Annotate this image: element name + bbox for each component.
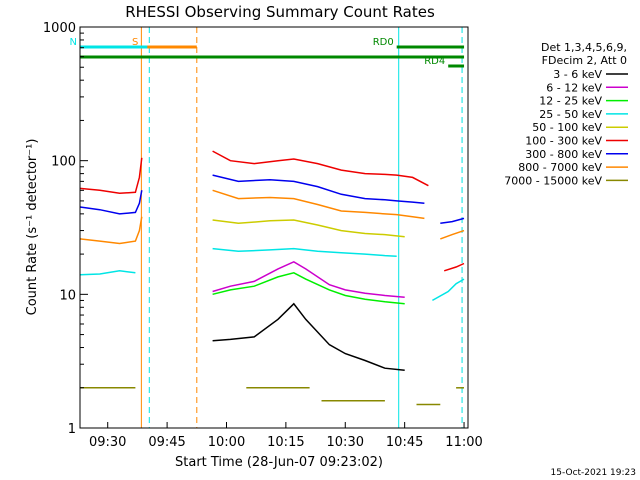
series-line-7-0 <box>79 216 143 245</box>
legend-label-3: 25 - 50 keV <box>539 108 602 121</box>
x-tick-label-1: 09:45 <box>148 435 185 450</box>
x-tick-label-4: 10:30 <box>327 435 364 450</box>
series-line-5-2 <box>443 262 465 272</box>
legend-label-8: 7000 - 15000 keV <box>504 174 602 187</box>
x-tick-label-6: 11:00 <box>445 435 482 450</box>
y-tick-label-2: 100 <box>51 155 76 170</box>
legend-label-1: 6 - 12 keV <box>546 81 602 94</box>
y-tick-label-1: 10 <box>59 288 76 303</box>
footer-timestamp: 15-Oct-2021 19:23 <box>551 468 636 478</box>
legend: Det 1,3,4,5,6,9, FDecim 2, Att 0 3 - 6 k… <box>504 41 628 187</box>
y-tick-label-0: 1 <box>68 422 76 437</box>
series-line-7-2 <box>440 229 465 240</box>
legend-label-7: 800 - 7000 keV <box>518 161 602 174</box>
series-line-3-1 <box>212 247 397 257</box>
series-line-3-0 <box>79 270 136 276</box>
series-line-5-0 <box>79 157 143 195</box>
legend-label-6: 300 - 800 keV <box>525 148 602 161</box>
x-axis-label: Start Time (28-Jun-07 09:23:02) <box>175 455 383 470</box>
x-tick-label-2: 10:00 <box>208 435 245 450</box>
legend-label-2: 12 - 25 keV <box>539 95 602 108</box>
status-bar-label-5: RD4 <box>424 56 445 67</box>
plot-area: S N RD0 RD4 <box>70 27 465 428</box>
plot-frame <box>79 26 469 429</box>
x-tick-label-5: 10:45 <box>386 435 423 450</box>
series-line-0-0 <box>212 302 405 372</box>
y-tick-label-3: 1000 <box>43 21 76 36</box>
series-line-1-0 <box>212 260 405 299</box>
status-bar-label-0: S <box>132 37 138 48</box>
legend-header-1: Det 1,3,4,5,6,9, <box>541 41 627 54</box>
series-line-5-1 <box>212 150 429 187</box>
legend-header-2: FDecim 2, Att 0 <box>542 54 627 67</box>
series-line-3-2 <box>432 278 465 302</box>
chart-title: RHESSI Observing Summary Count Rates <box>125 3 435 21</box>
legend-label-5: 100 - 300 keV <box>525 135 602 148</box>
legend-label-0: 3 - 6 keV <box>553 68 602 81</box>
series-line-6-0 <box>79 190 143 215</box>
series-line-6-2 <box>440 217 465 225</box>
x-tick-label-3: 10:15 <box>267 435 304 450</box>
series-line-7-1 <box>212 189 425 220</box>
axes: 09:30 09:45 10:00 10:15 10:30 10:45 11:00 1 10 10… <box>43 21 483 450</box>
status-bar-label-1: N <box>70 37 77 48</box>
y-axis-label: Count Rate (s⁻¹ detector⁻¹) <box>25 139 40 316</box>
status-bar-label-4: RD0 <box>373 37 394 48</box>
series-line-2-0 <box>212 272 405 305</box>
series-line-6-1 <box>212 174 425 205</box>
series-line-4-0 <box>212 219 405 238</box>
x-tick-label-0: 09:30 <box>89 435 126 450</box>
legend-label-4: 50 - 100 keV <box>532 121 602 134</box>
